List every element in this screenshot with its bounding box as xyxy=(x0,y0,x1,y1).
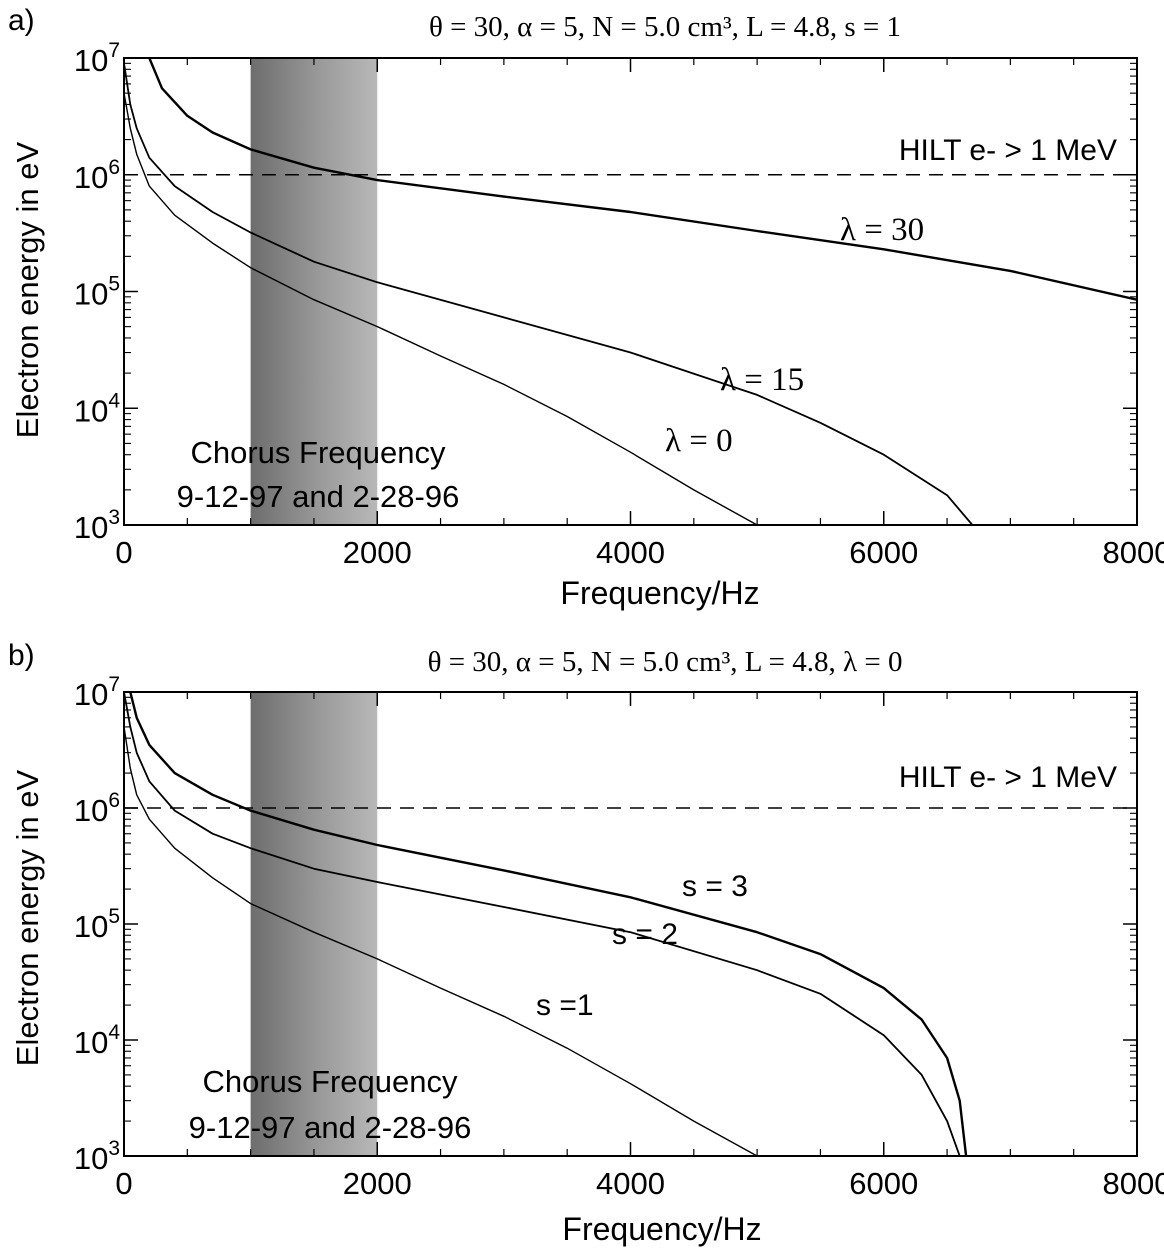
panel-a-band-label-line1: Chorus Frequency xyxy=(190,435,446,470)
panel-b-x-tick-label: 4000 xyxy=(596,1166,665,1201)
panel-b-annotation-s1: s =1 xyxy=(536,989,594,1022)
panel-b-y-tick-label: 105 xyxy=(74,905,120,944)
panel-a-x-tick-label: 2000 xyxy=(343,535,412,570)
panel-a-y-tick-label: 104 xyxy=(74,389,120,428)
panel-b-series-1-curve xyxy=(124,726,758,1156)
panel-a-series-group xyxy=(124,58,1137,525)
panel-b-band-label-line1: Chorus Frequency xyxy=(202,1064,458,1099)
panel-b-series-3-curve xyxy=(129,692,968,1156)
panel-b-chorus-band xyxy=(250,692,378,1156)
panel-b-label: b) xyxy=(8,639,35,672)
panel-a-chorus-band xyxy=(250,58,378,525)
panel-b-band-label-line2: 9-12-97 and 2-28-96 xyxy=(189,1110,472,1145)
panel-a-x-tick-label: 4000 xyxy=(596,535,665,570)
panel-a-y-axis-label: Electron energy in eV xyxy=(10,141,45,438)
panel-a-x-axis-label: Frequency/Hz xyxy=(560,575,759,611)
panel-b-annotation-s3: s = 3 xyxy=(682,870,748,903)
panel-b-annotation-s2: s = 2 xyxy=(612,918,678,951)
panel-a-series-3-curve xyxy=(148,58,1137,301)
panel-a-annotation-lambda-0: λ = 0 xyxy=(665,423,733,459)
panel-b-hilt-label: HILT e- > 1 MeV xyxy=(899,761,1117,794)
panel-a-annotation-lambda-15: λ = 15 xyxy=(720,362,804,398)
panel-a-x-tick-label: 6000 xyxy=(849,535,918,570)
panel-a-y-tick-label: 106 xyxy=(74,156,120,195)
panel-b-x-tick-label: 6000 xyxy=(849,1166,918,1201)
panel-a-x-tick-label: 0 xyxy=(115,535,132,570)
panel-b-y-tick-label: 104 xyxy=(74,1021,120,1060)
panel-b-title: θ = 30, α = 5, N = 5.0 cm³, L = 4.8, λ =… xyxy=(428,646,903,678)
panel-a-label: a) xyxy=(8,4,35,37)
panel-b-y-tick-label: 107 xyxy=(74,673,120,712)
panel-a-y-tick-label: 103 xyxy=(74,506,120,545)
panel-a-x-tick-label: 8000 xyxy=(1103,535,1164,570)
panel-b-x-axis-label: Frequency/Hz xyxy=(562,1211,761,1247)
panel-a-band-label-line2: 9-12-97 and 2-28-96 xyxy=(177,479,460,514)
panel-b-series-2-curve xyxy=(124,692,961,1156)
panel-a-ticks: 0 2000 4000 6000 8000 103 104 105 106 107 xyxy=(74,39,1164,570)
panel-a-title: θ = 30, α = 5, N = 5.0 cm³, L = 4.8, s =… xyxy=(429,11,901,43)
panel-b: b) θ = 30, α = 5, N = 5.0 cm³, L = 4.8, … xyxy=(8,639,1164,1247)
panel-a: a) θ = 30, α = 5, N = 5.0 cm³, L = 4.8, … xyxy=(8,4,1164,611)
panel-a-y-tick-label: 105 xyxy=(74,273,120,312)
panel-b-series-group xyxy=(124,692,968,1156)
panel-b-x-tick-label: 0 xyxy=(115,1166,132,1201)
panel-a-series-2-curve xyxy=(124,62,974,525)
panel-a-annotation-lambda-30: λ = 30 xyxy=(840,212,924,248)
panel-b-ticks: 0 2000 4000 6000 8000 103 104 105 106 107 xyxy=(74,673,1164,1201)
panel-b-y-tick-label: 103 xyxy=(74,1137,120,1176)
panel-b-y-tick-label: 106 xyxy=(74,789,120,828)
panel-a-y-tick-label: 107 xyxy=(74,39,120,78)
panel-b-y-axis-label: Electron energy in eV xyxy=(10,769,45,1066)
panel-a-series-1-curve xyxy=(124,92,758,525)
panel-b-x-tick-label: 8000 xyxy=(1103,1166,1164,1201)
panel-a-hilt-label: HILT e- > 1 MeV xyxy=(899,134,1117,167)
panel-b-x-tick-label: 2000 xyxy=(343,1166,412,1201)
